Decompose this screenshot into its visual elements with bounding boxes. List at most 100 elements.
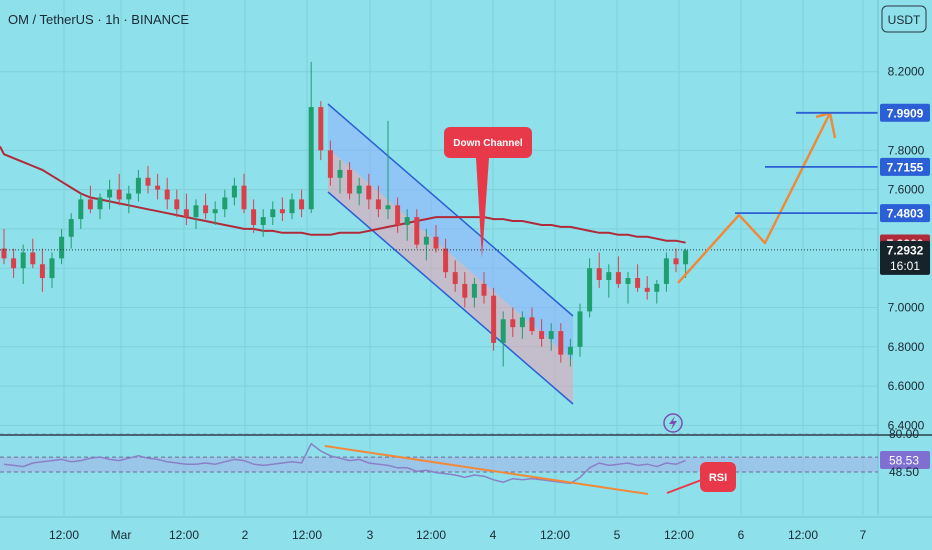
current-price-label: 7.2932 — [887, 243, 924, 257]
candle-body — [500, 319, 506, 343]
countdown-label: 16:01 — [890, 259, 920, 273]
time-tick-label: 12:00 — [416, 528, 446, 542]
candle-body — [107, 189, 113, 198]
candle-body — [135, 177, 141, 194]
target-level-label: 7.9909 — [887, 106, 924, 120]
candle-body — [87, 199, 93, 210]
candle-body — [231, 185, 237, 198]
rsi-value-label: 58.53 — [889, 453, 919, 467]
candle-body — [471, 283, 477, 298]
candle-body — [299, 199, 305, 210]
projection-line[interactable] — [677, 112, 832, 284]
candle-body — [519, 317, 525, 328]
candle-body — [481, 283, 487, 296]
candle-body — [356, 185, 362, 194]
time-tick-label: 7 — [860, 528, 867, 542]
time-tick-label: 12:00 — [540, 528, 570, 542]
candle-body — [20, 252, 26, 269]
candle-body — [558, 331, 564, 355]
candle-body — [126, 193, 132, 200]
candle-body — [587, 268, 593, 312]
candle-body — [683, 250, 689, 265]
candle-body — [673, 258, 679, 265]
channel-lower-line[interactable] — [327, 191, 574, 405]
candle-body — [404, 217, 410, 225]
candle-body — [155, 185, 161, 190]
candle-body — [270, 209, 276, 218]
candle-body — [663, 258, 669, 284]
time-tick-label: 5 — [614, 528, 621, 542]
target-level-label: 7.7155 — [887, 160, 924, 174]
channel-upper-line[interactable] — [327, 103, 574, 317]
time-tick-label: 6 — [738, 528, 745, 542]
candle-body — [414, 217, 420, 245]
callout-pointer — [476, 158, 489, 258]
price-tick-label: 7.6000 — [888, 183, 925, 197]
candle-body — [654, 283, 660, 292]
candle-body — [193, 205, 199, 218]
candle-body — [59, 236, 65, 259]
candle-body — [539, 331, 545, 339]
target-level-badge — [880, 157, 930, 176]
price-tick-label: 7.8000 — [888, 143, 925, 157]
candle-body — [78, 199, 84, 220]
candle-body — [452, 272, 458, 284]
time-tick-label: 4 — [490, 528, 497, 542]
candle-body — [164, 189, 170, 200]
lightning-bolt-glyph — [669, 416, 677, 430]
candle-body — [30, 252, 36, 265]
time-tick-label: 12:00 — [49, 528, 79, 542]
candle-body — [615, 272, 621, 284]
time-axis[interactable]: 12:00 Mar 12:00 2 12:00 3 12:00 4 12:00 5 12:00 6 12… — [0, 516, 932, 542]
candle-body — [222, 197, 228, 210]
rsi-divergence-line[interactable] — [324, 445, 649, 495]
time-tick-label: Mar — [111, 528, 132, 542]
channel-upper-half — [328, 104, 573, 360]
candle-body — [251, 209, 257, 225]
target-levels[interactable] — [735, 111, 878, 215]
candle-body — [212, 209, 218, 214]
price-axis[interactable]: USDT 8.2000 7.8000 7.6000 7.0000 6.8000 6.6000… — [663, 0, 930, 515]
price-tick-label: 6.4000 — [888, 418, 925, 432]
symbol-title[interactable]: OM / TetherUS · 1h · BINANCE — [8, 12, 189, 27]
candle-body — [241, 185, 247, 210]
target-level-label: 7.4803 — [887, 207, 924, 221]
candle-body — [49, 258, 55, 279]
candle-body — [327, 150, 333, 178]
candle-body — [423, 236, 429, 245]
candle-body — [203, 205, 209, 214]
price-tick-label: 8.2000 — [888, 65, 925, 79]
candle-body — [433, 236, 439, 249]
candle-body — [347, 169, 353, 194]
candle-body — [548, 331, 554, 339]
rsi-tick-label: 48.50 — [889, 465, 919, 479]
candle-body — [97, 197, 103, 210]
current-price-badge — [880, 240, 930, 275]
down-channel[interactable] — [327, 103, 574, 405]
candle-body — [395, 205, 401, 225]
target-level-badge — [880, 204, 930, 223]
time-tick-label: 12:00 — [292, 528, 322, 542]
candle-body — [174, 199, 180, 210]
candle-body — [491, 295, 497, 343]
candle-body — [375, 199, 381, 210]
rsi-callout-label: RSI — [709, 472, 727, 484]
candle-body — [606, 272, 612, 280]
callout-box — [444, 127, 532, 158]
candle-body — [337, 169, 343, 178]
candle-body — [1, 248, 7, 259]
chart-header: OM / TetherUS · 1h · BINANCE — [8, 12, 189, 27]
lightning-icon[interactable] — [663, 413, 683, 433]
candle-body — [577, 311, 583, 347]
time-tick-label: 12:00 — [169, 528, 199, 542]
price-tick-label: 7.0000 — [888, 301, 925, 315]
time-tick-label: 12:00 — [664, 528, 694, 542]
candle-body — [39, 264, 45, 279]
down-channel-callout: Down Channel — [444, 127, 532, 258]
rsi-tick-label: 80.00 — [889, 427, 919, 441]
candle-body — [11, 258, 17, 269]
candle-body — [366, 185, 372, 200]
currency-badge[interactable] — [881, 5, 927, 33]
candle-body — [116, 189, 122, 200]
